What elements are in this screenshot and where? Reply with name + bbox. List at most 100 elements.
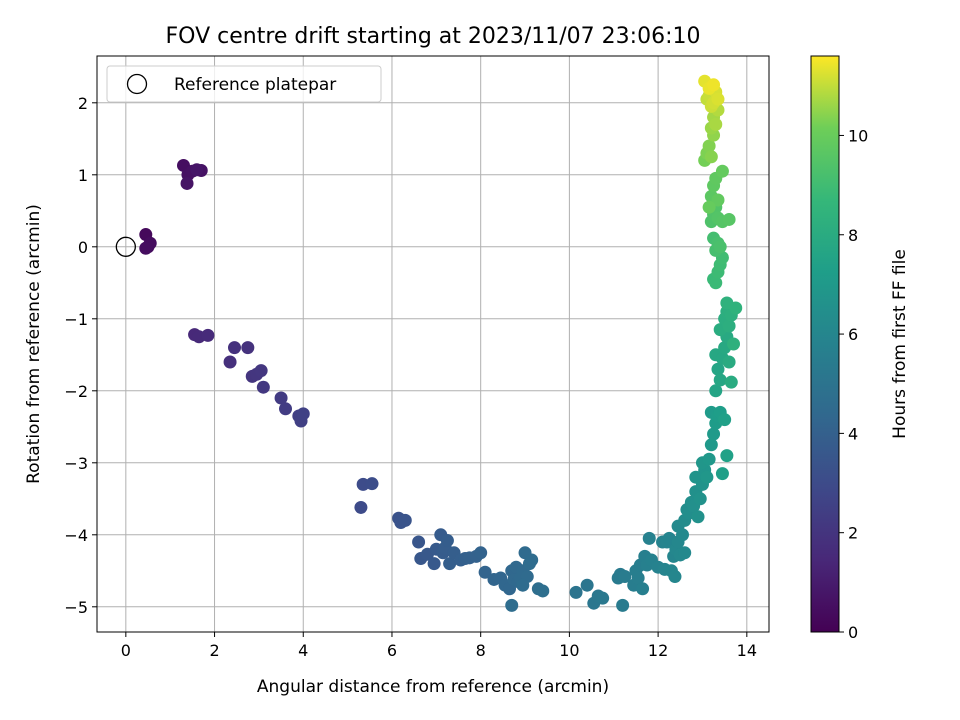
data-point	[709, 117, 723, 131]
data-point	[704, 150, 718, 164]
data-point	[713, 373, 727, 387]
data-point	[139, 241, 153, 255]
data-point	[713, 240, 727, 254]
chart-title: FOV centre drift starting at 2023/11/07 …	[166, 24, 701, 49]
data-point	[700, 470, 714, 484]
data-point	[693, 492, 707, 506]
y-tick-label: 0	[78, 238, 88, 257]
legend-label: Reference platepar	[174, 75, 336, 95]
data-point	[720, 449, 734, 463]
colorbar: 0 2 4 6 8 10 Hours from first FF file	[810, 55, 910, 642]
data-point	[254, 364, 268, 378]
data-point	[536, 584, 550, 598]
colorbar-tick-label: 6	[848, 325, 858, 344]
legend: Reference platepar	[106, 65, 382, 103]
data-point	[180, 176, 194, 190]
data-point	[702, 452, 716, 466]
data-point	[722, 212, 736, 226]
data-point	[525, 553, 539, 567]
plot-frame	[96, 55, 770, 633]
data-point	[724, 375, 738, 389]
data-point	[201, 328, 215, 342]
data-point	[711, 92, 725, 106]
data-point	[580, 578, 594, 592]
colorbar-tick-label: 0	[848, 623, 858, 642]
data-point	[443, 557, 457, 571]
data-point	[707, 78, 721, 92]
data-point	[722, 355, 736, 369]
data-point	[718, 413, 732, 427]
data-point	[274, 391, 288, 405]
x-axis-ticks: 0 2 4 6 8 10 12 14	[121, 632, 757, 660]
data-point	[241, 341, 255, 355]
x-tick-label: 12	[648, 641, 668, 660]
colorbar-gradient	[810, 55, 840, 633]
data-point	[474, 546, 488, 560]
legend-box	[106, 65, 382, 103]
x-axis-label: Angular distance from reference (arcmin)	[257, 677, 609, 697]
data-point	[440, 534, 454, 548]
colorbar-label: Hours from first FF file	[890, 249, 910, 439]
x-tick-label: 14	[737, 641, 757, 660]
x-tick-label: 4	[298, 641, 308, 660]
data-point	[190, 163, 204, 177]
y-tick-label: −1	[64, 310, 88, 329]
data-point	[636, 582, 650, 596]
data-point	[691, 510, 705, 524]
colorbar-ticks: 0 2 4 6 8 10	[839, 126, 868, 642]
data-point	[616, 598, 630, 612]
data-point	[223, 355, 237, 369]
data-point	[354, 500, 368, 514]
data-point	[678, 546, 692, 560]
data-point	[729, 301, 743, 315]
data-point	[668, 570, 682, 584]
x-tick-label: 0	[121, 641, 131, 660]
data-point	[398, 513, 412, 527]
data-point	[631, 571, 645, 585]
colorbar-tick-label: 8	[848, 226, 858, 245]
data-point	[689, 470, 703, 484]
x-tick-label: 10	[559, 641, 579, 660]
data-points	[139, 74, 743, 612]
y-tick-label: −5	[64, 598, 88, 617]
grid-lines	[97, 56, 769, 632]
data-point	[412, 535, 426, 549]
data-point	[279, 402, 293, 416]
data-point	[569, 585, 583, 599]
y-tick-label: −3	[64, 454, 88, 473]
data-point	[711, 193, 725, 207]
data-point	[596, 591, 610, 605]
data-point	[715, 467, 729, 481]
y-tick-label: 1	[78, 166, 88, 185]
data-point	[505, 598, 519, 612]
data-point	[711, 362, 725, 376]
x-tick-label: 6	[387, 641, 397, 660]
reference-marker	[115, 236, 136, 257]
data-point	[642, 531, 656, 545]
data-point	[722, 319, 736, 333]
data-point	[427, 557, 441, 571]
data-point	[704, 438, 718, 452]
x-tick-label: 8	[476, 641, 486, 660]
x-tick-label: 2	[209, 641, 219, 660]
y-tick-label: 2	[78, 94, 88, 113]
colorbar-tick-label: 4	[848, 424, 858, 443]
data-point	[618, 570, 632, 584]
data-point	[727, 337, 741, 351]
data-point	[296, 407, 310, 421]
y-tick-label: −2	[64, 382, 88, 401]
legend-marker-hollow-circle	[126, 73, 148, 95]
data-point	[256, 380, 270, 394]
data-point	[702, 139, 716, 153]
colorbar-tick-label: 2	[848, 524, 858, 543]
data-point	[365, 477, 379, 491]
y-axis-label: Rotation from reference (arcmin)	[24, 204, 44, 484]
y-axis-ticks: 2 1 0 −1 −2 −3 −4 −5	[64, 94, 97, 617]
data-point	[516, 578, 530, 592]
data-point	[478, 565, 492, 579]
colorbar-tick-label: 10	[848, 126, 868, 145]
data-point	[707, 427, 721, 441]
data-point	[715, 164, 729, 178]
data-point	[702, 200, 716, 214]
